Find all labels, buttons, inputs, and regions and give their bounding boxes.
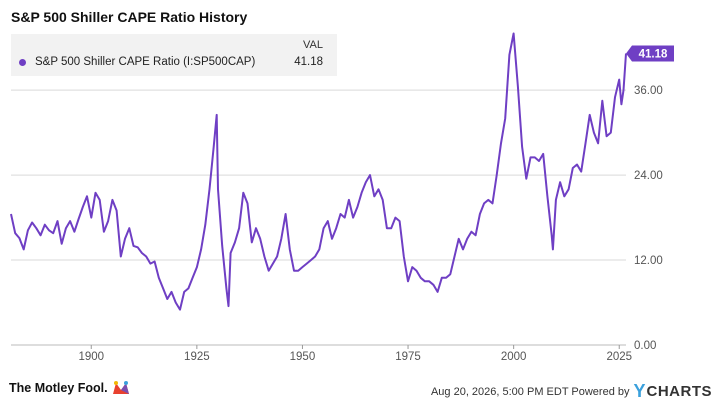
jester-hat-icon — [112, 381, 129, 394]
chart-title: S&P 500 Shiller CAPE Ratio History — [11, 9, 248, 25]
timestamp: Aug 20, 2026, 5:00 PM EDT Powered by — [430, 385, 630, 398]
legend-box: VAL S&P 500 Shiller CAPE Ratio (I:SP500C… — [11, 34, 337, 76]
y-tick-label: 24.00 — [634, 170, 663, 182]
y-tick-label: 12.00 — [634, 255, 663, 267]
x-tick-label: 1975 — [395, 351, 421, 363]
y-tick-label: 36.00 — [634, 85, 663, 97]
legend-value-header: VAL — [303, 39, 323, 51]
legend-series-name[interactable]: S&P 500 Shiller CAPE Ratio (I:SP500CAP) — [35, 56, 256, 68]
x-tick-label: 2000 — [501, 351, 527, 363]
series-line — [10, 32, 627, 311]
x-tick-label: 1925 — [184, 351, 210, 363]
attribution: Aug 20, 2026, 5:00 PM EDT Powered by Y C… — [431, 381, 712, 402]
x-tick-label: 1900 — [78, 351, 104, 363]
x-tick-label: 2025 — [606, 351, 632, 363]
brand-name: The Motley Fool. — [9, 381, 108, 395]
last-value-label: 41.18 — [639, 49, 668, 61]
ycharts-y-icon: Y — [633, 381, 646, 401]
motley-fool-logo: The Motley Fool. — [9, 377, 131, 399]
legend-series-dot — [19, 59, 26, 66]
ycharts-logo[interactable]: Y CHARTS — [633, 381, 712, 402]
x-tick-label: 1950 — [290, 351, 316, 363]
y-tick-label: 0.00 — [634, 340, 656, 352]
legend-series-value: 41.18 — [294, 56, 323, 68]
ycharts-wordmark: CHARTS — [646, 383, 712, 400]
last-value-tag — [626, 45, 674, 62]
